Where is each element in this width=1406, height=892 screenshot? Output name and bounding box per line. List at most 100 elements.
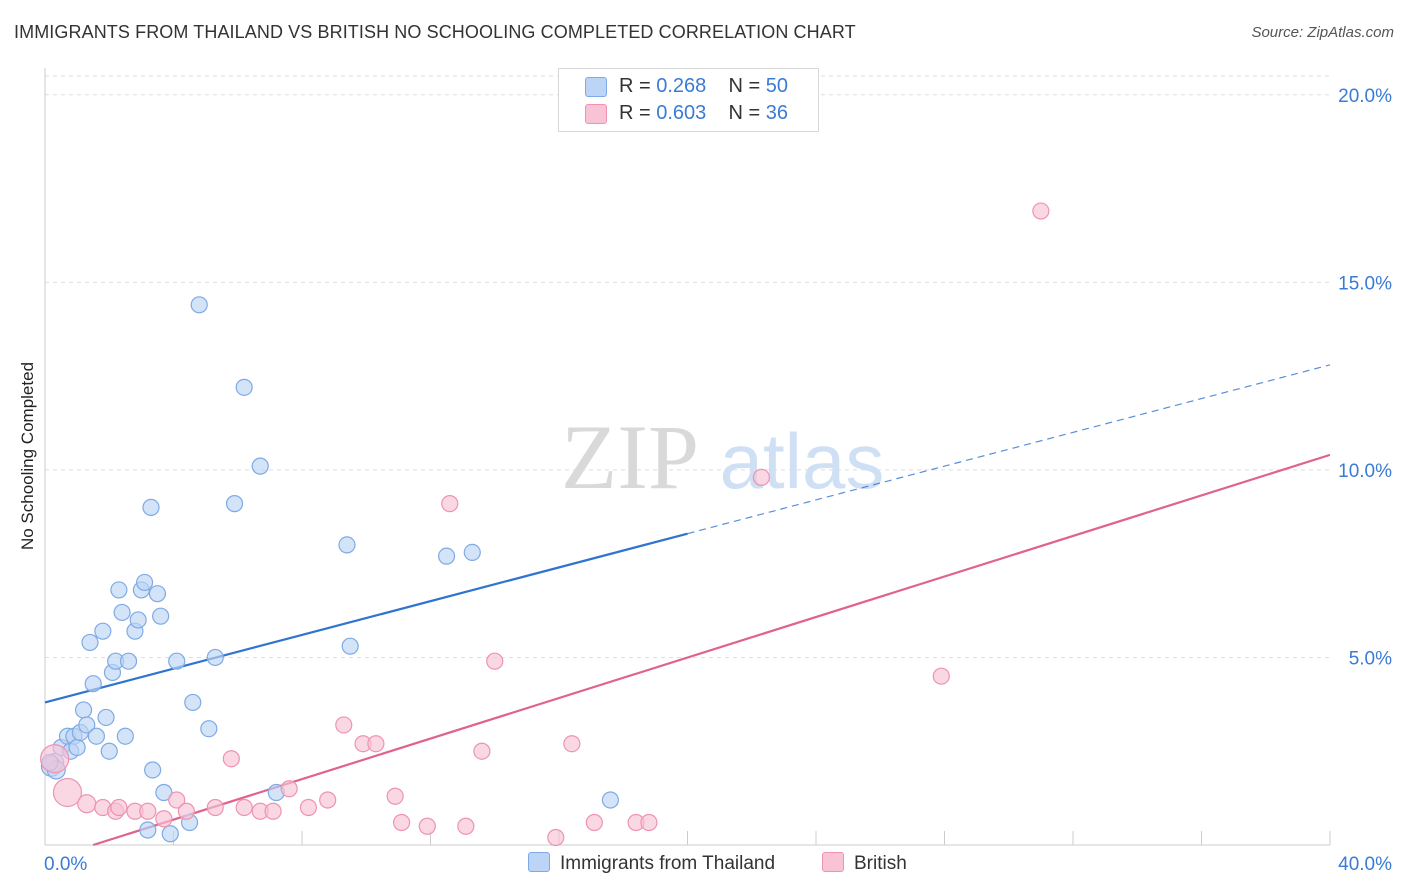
y-tick-label: 15.0% bbox=[1338, 273, 1392, 294]
point-thailand bbox=[251, 457, 269, 475]
point-thailand bbox=[119, 652, 138, 670]
point-thailand bbox=[142, 498, 160, 516]
trend-lines bbox=[44, 364, 1331, 847]
y-tick-label: 20.0% bbox=[1338, 86, 1392, 107]
y-axis-label: No Schooling Completed bbox=[18, 361, 37, 551]
point-thailand bbox=[116, 727, 134, 745]
point-thailand bbox=[190, 296, 208, 314]
point-thailand bbox=[148, 585, 167, 603]
point-british bbox=[77, 794, 97, 814]
series-name-british: British bbox=[854, 853, 907, 874]
point-british bbox=[392, 813, 411, 832]
y-tick-label: 5.0% bbox=[1349, 648, 1392, 669]
legend-n-label: N = bbox=[728, 75, 761, 97]
legend-n-label: N = bbox=[728, 102, 761, 124]
trend-line-thailand bbox=[44, 532, 688, 704]
series-swatch-blue bbox=[528, 852, 550, 872]
point-thailand bbox=[184, 693, 202, 712]
point-thailand bbox=[144, 761, 162, 779]
point-thailand bbox=[113, 603, 131, 622]
point-thailand bbox=[129, 611, 147, 629]
correlation-legend: R = 0.268 N = 50 R = 0.603 N = 36 bbox=[558, 68, 819, 132]
source-label: Source: ZipAtlas.com bbox=[1251, 24, 1394, 41]
point-thailand bbox=[110, 581, 128, 599]
legend-r-label: R = bbox=[619, 102, 651, 124]
series-name-thailand: Immigrants from Thailand bbox=[560, 853, 776, 874]
point-british bbox=[177, 802, 195, 820]
series-swatch-pink bbox=[822, 852, 844, 872]
point-british bbox=[386, 787, 404, 805]
point-thailand bbox=[135, 573, 154, 592]
x-tick-label-max: 40.0% bbox=[1338, 854, 1392, 875]
point-british bbox=[110, 798, 128, 817]
chart-title: IMMIGRANTS FROM THAILAND VS BRITISH NO S… bbox=[14, 22, 856, 42]
axis-labels: 5.0% 10.0% 15.0% 20.0% 0.0% 40.0% bbox=[44, 86, 1392, 875]
legend-n-value-british: 36 bbox=[765, 102, 789, 124]
point-thailand bbox=[97, 708, 115, 727]
legend-swatch-pink bbox=[585, 104, 607, 124]
point-thailand bbox=[152, 607, 170, 625]
point-thailand bbox=[139, 821, 157, 839]
point-thailand bbox=[78, 716, 96, 734]
point-british bbox=[752, 468, 770, 486]
point-thailand bbox=[341, 637, 359, 655]
point-british bbox=[585, 813, 603, 832]
point-british bbox=[264, 802, 282, 820]
point-thailand bbox=[225, 495, 244, 513]
point-british bbox=[222, 750, 240, 768]
series-legend-british: British bbox=[822, 852, 907, 875]
point-british bbox=[473, 742, 491, 760]
point-british bbox=[418, 817, 436, 835]
point-british bbox=[367, 735, 385, 753]
point-british bbox=[40, 744, 70, 774]
x-tick-label-min: 0.0% bbox=[44, 854, 87, 875]
point-thailand bbox=[200, 720, 218, 738]
watermark-zip: ZIP bbox=[561, 406, 699, 508]
point-british bbox=[486, 652, 504, 670]
watermark-atlas: atlas bbox=[720, 417, 885, 505]
point-british bbox=[168, 791, 186, 809]
point-british bbox=[139, 802, 157, 820]
point-thailand bbox=[463, 543, 481, 562]
point-thailand bbox=[437, 547, 456, 565]
point-british bbox=[932, 667, 950, 685]
watermark: ZIP atlas bbox=[561, 406, 884, 508]
point-thailand bbox=[206, 648, 224, 667]
point-thailand bbox=[155, 783, 173, 802]
point-thailand bbox=[84, 675, 102, 693]
point-british bbox=[155, 810, 173, 828]
point-british bbox=[335, 716, 353, 734]
point-thailand bbox=[168, 652, 186, 670]
point-thailand bbox=[87, 727, 106, 745]
point-british bbox=[441, 495, 459, 513]
point-british bbox=[319, 791, 337, 809]
point-british bbox=[640, 813, 658, 832]
legend-r-value-british: 0.603 bbox=[656, 102, 707, 124]
point-british bbox=[1032, 202, 1050, 220]
point-british bbox=[457, 817, 475, 835]
trend-line-thailand-extension bbox=[687, 364, 1331, 535]
point-thailand bbox=[235, 378, 253, 396]
legend-r-value-thailand: 0.268 bbox=[656, 75, 707, 97]
legend-swatch-blue bbox=[585, 77, 607, 97]
legend-r-label: R = bbox=[619, 75, 651, 97]
point-thailand bbox=[94, 622, 112, 640]
point-british bbox=[563, 735, 581, 753]
y-tick-label: 10.0% bbox=[1338, 461, 1392, 482]
point-thailand bbox=[81, 633, 99, 652]
point-thailand bbox=[601, 791, 620, 809]
point-british bbox=[206, 798, 224, 817]
trend-line-british bbox=[92, 453, 1331, 847]
data-points bbox=[40, 202, 1050, 847]
point-british bbox=[52, 777, 83, 808]
point-thailand bbox=[100, 742, 118, 760]
series-legend-thailand: Immigrants from Thailand bbox=[528, 852, 775, 875]
legend-n-value-thailand: 50 bbox=[765, 75, 789, 97]
point-thailand bbox=[74, 701, 93, 719]
point-british bbox=[547, 828, 565, 847]
point-british bbox=[299, 798, 318, 817]
point-british bbox=[235, 798, 253, 817]
point-thailand bbox=[338, 536, 356, 554]
point-thailand bbox=[68, 738, 86, 757]
